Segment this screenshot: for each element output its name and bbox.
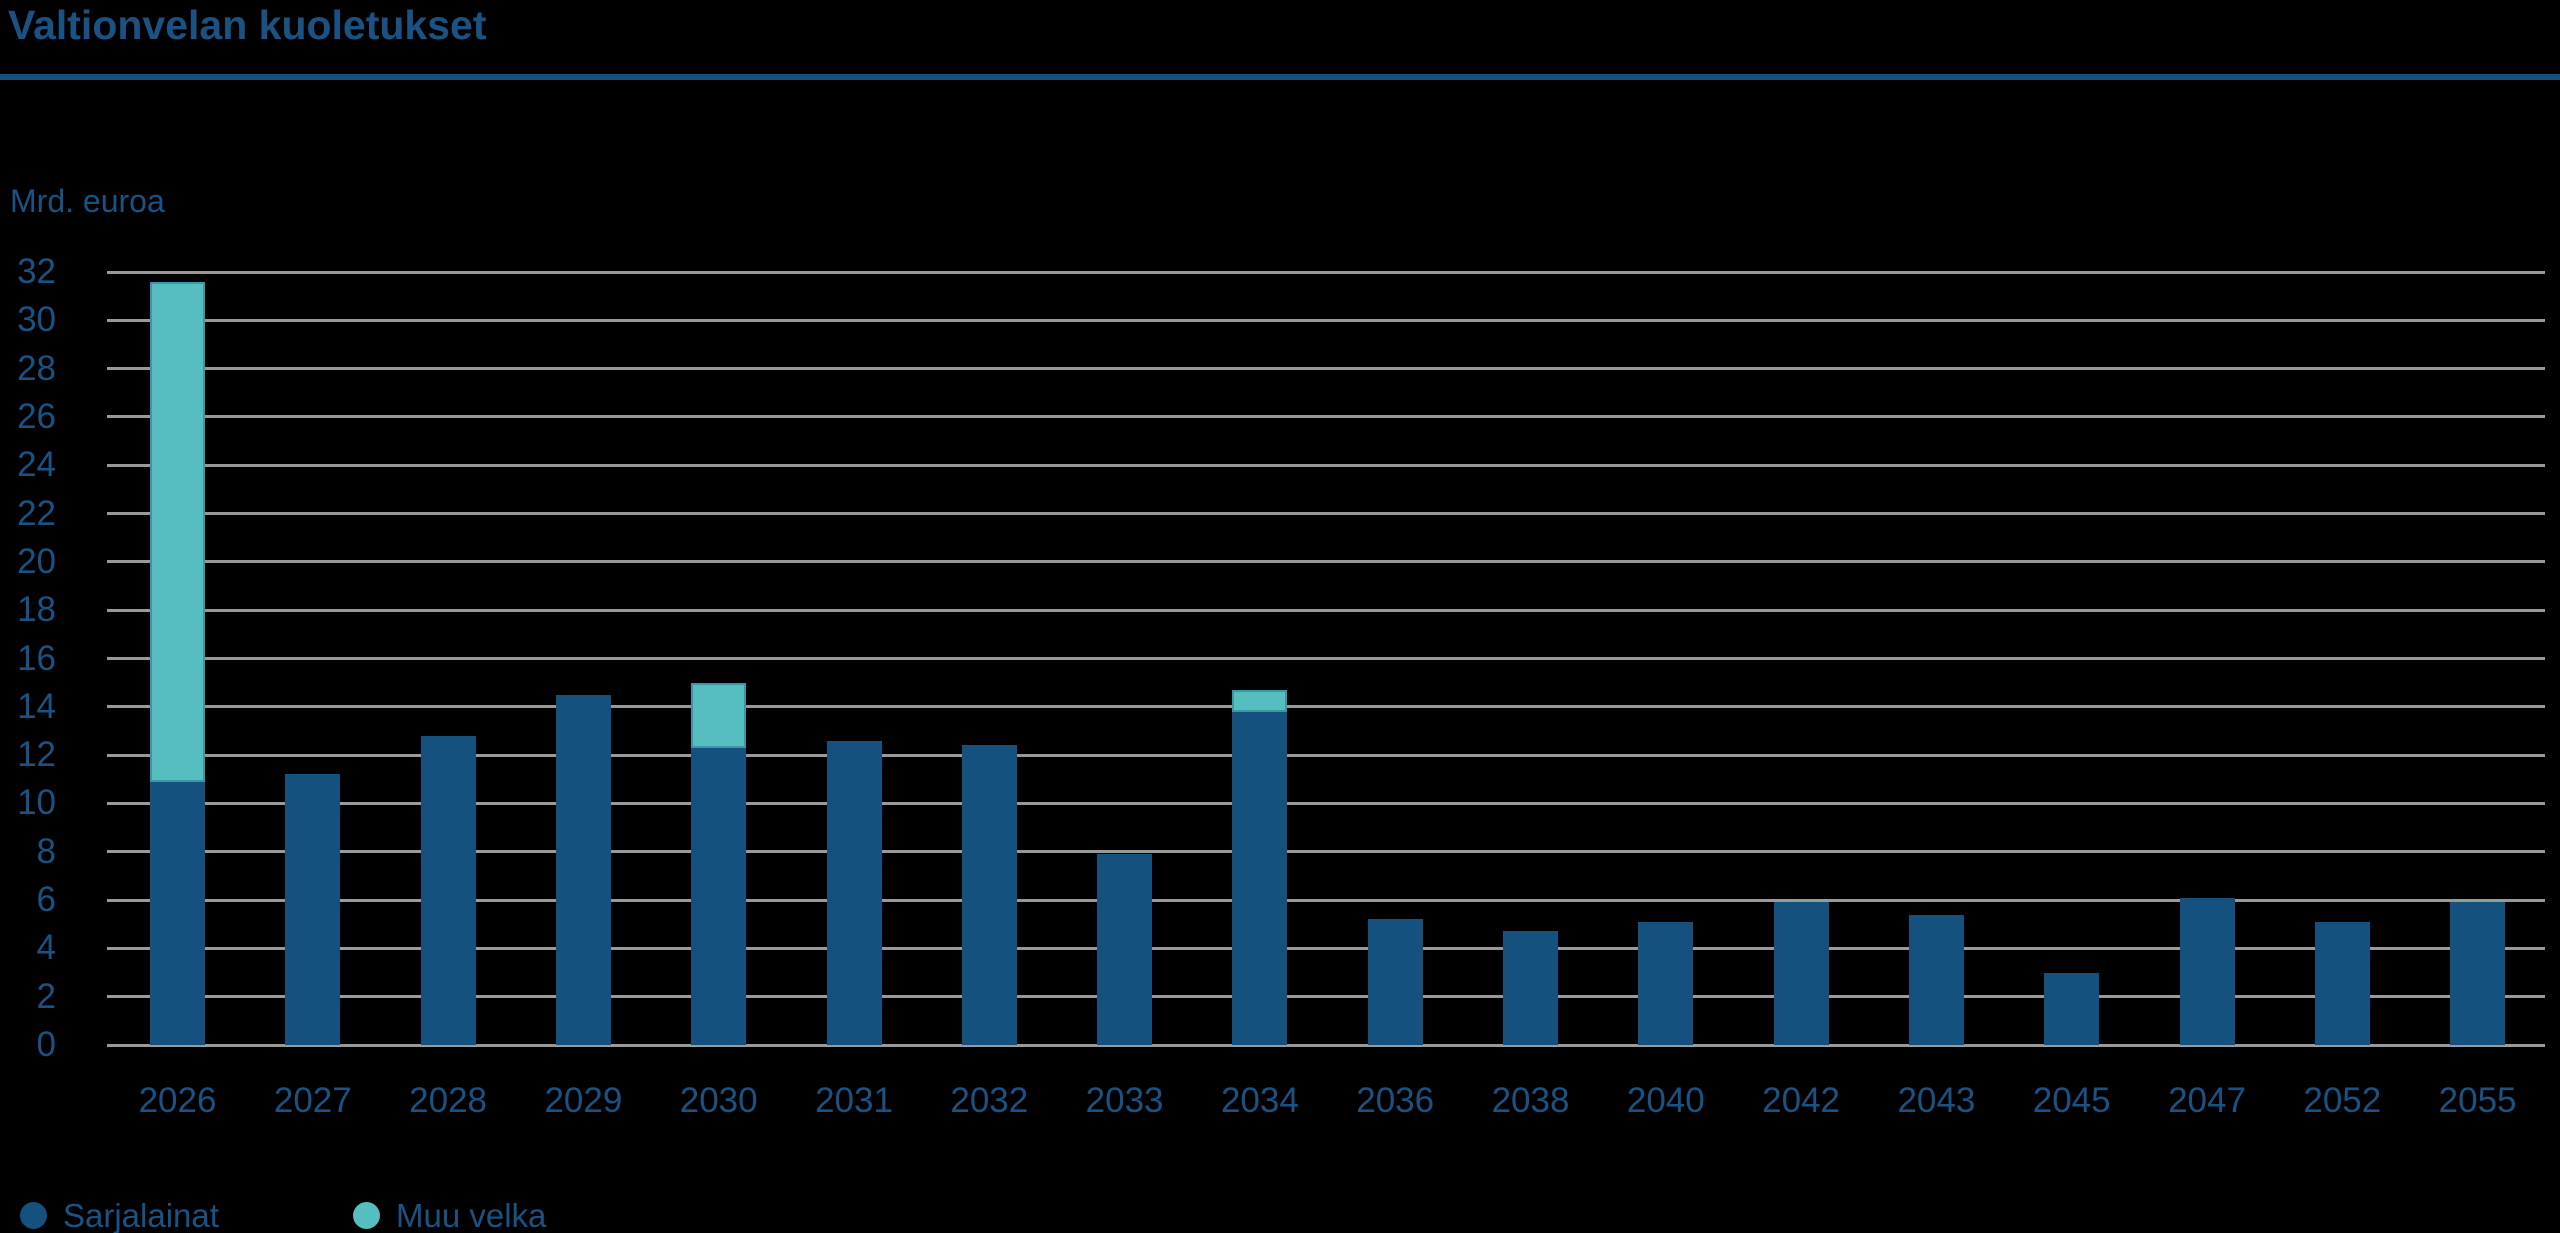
gridline-8 [107, 850, 2545, 854]
legend-label-sarjalainat: Sarjalainat [63, 1197, 219, 1233]
gridline-26 [107, 415, 2545, 419]
gridline-24 [107, 463, 2545, 467]
gridline-22 [107, 512, 2545, 516]
bar-2036-sarjalainat [1367, 919, 1423, 1045]
y-axis-tick-label-22: 22 [17, 493, 56, 533]
gridline-2 [107, 995, 2545, 999]
legend: Sarjalainat Muu velka [0, 1198, 2560, 1233]
gridline-6 [107, 898, 2545, 902]
y-axis-tick-label-32: 32 [17, 252, 56, 291]
x-axis-tick-label-2033: 2033 [1085, 1081, 1164, 1120]
x-axis-tick-label-2055: 2055 [2438, 1081, 2517, 1120]
x-axis-tick-label-2032: 2032 [950, 1081, 1029, 1120]
bar-2030-muu-velka [691, 682, 747, 748]
legend-item-sarjalainat: Sarjalainat [20, 1198, 219, 1233]
x-axis-tick-label-2052: 2052 [2303, 1081, 2382, 1120]
bar-2027-sarjalainat [285, 774, 341, 1045]
gridline-16 [107, 657, 2545, 660]
x-axis-tick-label-2043: 2043 [1897, 1081, 1976, 1120]
bar-2032-sarjalainat [961, 745, 1017, 1045]
x-axis-tick-label-2030: 2030 [679, 1081, 758, 1120]
bar-2052-sarjalainat [2314, 921, 2370, 1045]
legend-dot-sarjalainat-icon [20, 1202, 47, 1229]
x-axis-tick-label-2031: 2031 [815, 1081, 893, 1120]
bar-2031-sarjalainat [826, 740, 882, 1045]
bar-2033-sarjalainat [1097, 854, 1153, 1045]
bar-2047-sarjalainat [2179, 897, 2235, 1045]
bar-2034-muu-velka [1232, 689, 1288, 712]
gridline-28 [107, 367, 2545, 371]
x-axis-tick-label-2042: 2042 [1762, 1081, 1841, 1120]
y-axis-tick-label-12: 12 [17, 735, 56, 775]
y-axis-tick-label-14: 14 [17, 686, 56, 726]
x-axis-tick-label-2047: 2047 [2168, 1081, 2246, 1120]
y-axis-tick-label-8: 8 [36, 831, 56, 871]
y-axis-tick-label-4: 4 [36, 928, 56, 968]
legend-dot-muu-velka-icon [353, 1202, 380, 1229]
x-axis-tick-label-2038: 2038 [1491, 1081, 1570, 1120]
legend-label-muu-velka: Muu velka [396, 1197, 547, 1233]
y-axis-tick-label-24: 24 [17, 445, 56, 485]
title-rule [0, 74, 2560, 80]
x-axis-tick-label-2034: 2034 [1220, 1081, 1299, 1120]
y-axis-tick-label-20: 20 [17, 541, 56, 581]
x-axis-tick-label-2045: 2045 [2032, 1081, 2111, 1120]
bar-2026-muu-velka [150, 281, 205, 782]
y-axis-tick-label-2: 2 [36, 976, 56, 1016]
x-axis-tick-label-2026: 2026 [138, 1081, 217, 1120]
bar-2038-sarjalainat [1503, 931, 1558, 1045]
gridline-10 [107, 801, 2545, 805]
page-title: Valtionvelan kuoletukset [8, 2, 487, 48]
y-axis-tick-label-16: 16 [17, 638, 56, 678]
bar-2043-sarjalainat [1908, 914, 1964, 1045]
y-axis-tick-label-10: 10 [17, 783, 56, 823]
bar-2026-sarjalainat [150, 781, 205, 1045]
x-axis-tick-label-2027: 2027 [273, 1081, 352, 1120]
y-axis-tick-label-26: 26 [17, 396, 56, 436]
y-axis-tick-label-6: 6 [36, 880, 56, 920]
x-axis-tick-label-2040: 2040 [1626, 1081, 1705, 1120]
x-axis-tick-label-2028: 2028 [409, 1081, 488, 1120]
gridline-30 [107, 318, 2545, 322]
bar-2030-sarjalainat [691, 747, 747, 1045]
gridline-12 [107, 753, 2545, 757]
y-axis-tick-label-18: 18 [17, 590, 56, 630]
y-axis-tick-label-28: 28 [17, 348, 56, 388]
gridline-14 [107, 705, 2545, 709]
bar-2042-sarjalainat [1773, 902, 1829, 1045]
bar-2029-sarjalainat [555, 694, 611, 1045]
gridline-20 [107, 560, 2545, 564]
gridline-0 [107, 1043, 2545, 1047]
bar-2028-sarjalainat [420, 735, 476, 1045]
gridline-18 [107, 608, 2545, 612]
bar-2045-sarjalainat [2044, 972, 2100, 1045]
y-axis-unit-label: Mrd. euroa [10, 183, 165, 219]
bar-2055-sarjalainat [2450, 902, 2506, 1045]
bar-2034-sarjalainat [1232, 711, 1288, 1045]
x-axis-tick-label-2029: 2029 [544, 1081, 623, 1120]
gridline-4 [107, 946, 2545, 950]
bar-2040-sarjalainat [1638, 921, 1694, 1045]
y-axis-tick-label-0: 0 [36, 1025, 56, 1064]
x-axis-tick-label-2036: 2036 [1356, 1081, 1435, 1120]
legend-item-muu-velka: Muu velka [353, 1198, 546, 1233]
gridline-32 [107, 270, 2545, 274]
y-axis-tick-label-30: 30 [17, 300, 56, 340]
